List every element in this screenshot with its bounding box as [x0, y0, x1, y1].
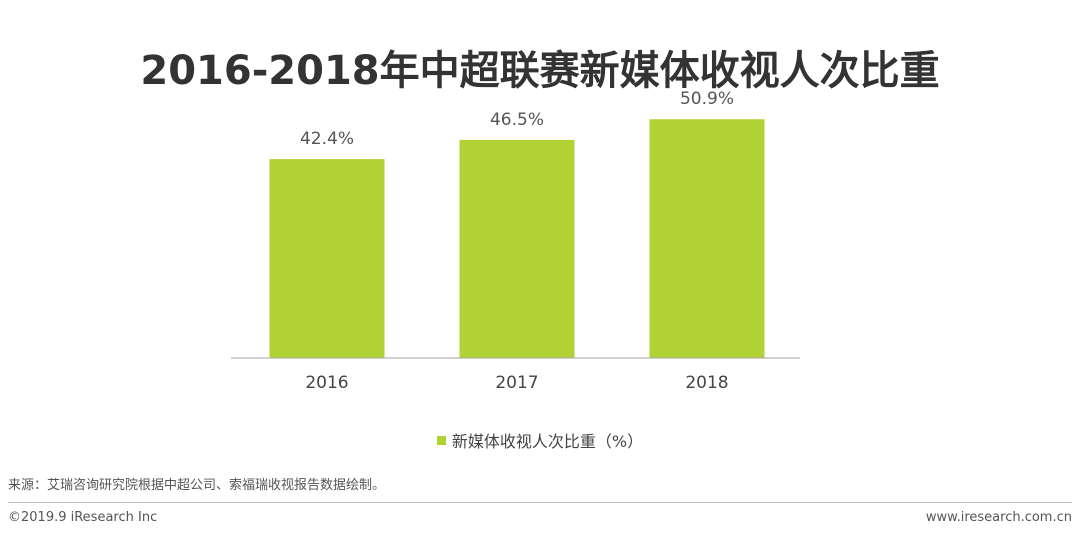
- value-labels-group: 42.4% 46.5% 50.9%: [300, 89, 734, 149]
- value-label-2018: 50.9%: [680, 89, 734, 109]
- chart-title: 2016-2018年中超联赛新媒体收视人次比重: [140, 48, 940, 94]
- legend-swatch: [436, 436, 446, 445]
- bars-group: [269, 119, 765, 358]
- x-tick-label-2017: 2017: [495, 373, 538, 393]
- bar-2016: [269, 159, 385, 358]
- x-tick-label-2018: 2018: [685, 373, 728, 393]
- x-tick-label-2016: 2016: [305, 373, 348, 393]
- bar-2017: [459, 139, 575, 358]
- footer-divider: [8, 502, 1072, 503]
- copyright: ©2019.9 iResearch Inc: [8, 510, 158, 525]
- website-link[interactable]: www.iresearch.com.cn: [925, 510, 1072, 525]
- source-note: 来源：艾瑞咨询研究院根据中超公司、索福瑞收视报告数据绘制。: [8, 478, 386, 493]
- legend: 新媒体收视人次比重（%）: [0, 428, 1080, 452]
- value-label-2016: 42.4%: [300, 129, 354, 149]
- x-tick-labels-group: 2016 2017 2018: [305, 373, 728, 393]
- legend-label: 新媒体收视人次比重（%）: [451, 432, 644, 451]
- value-label-2017: 46.5%: [490, 110, 544, 130]
- bar-2018: [649, 119, 765, 358]
